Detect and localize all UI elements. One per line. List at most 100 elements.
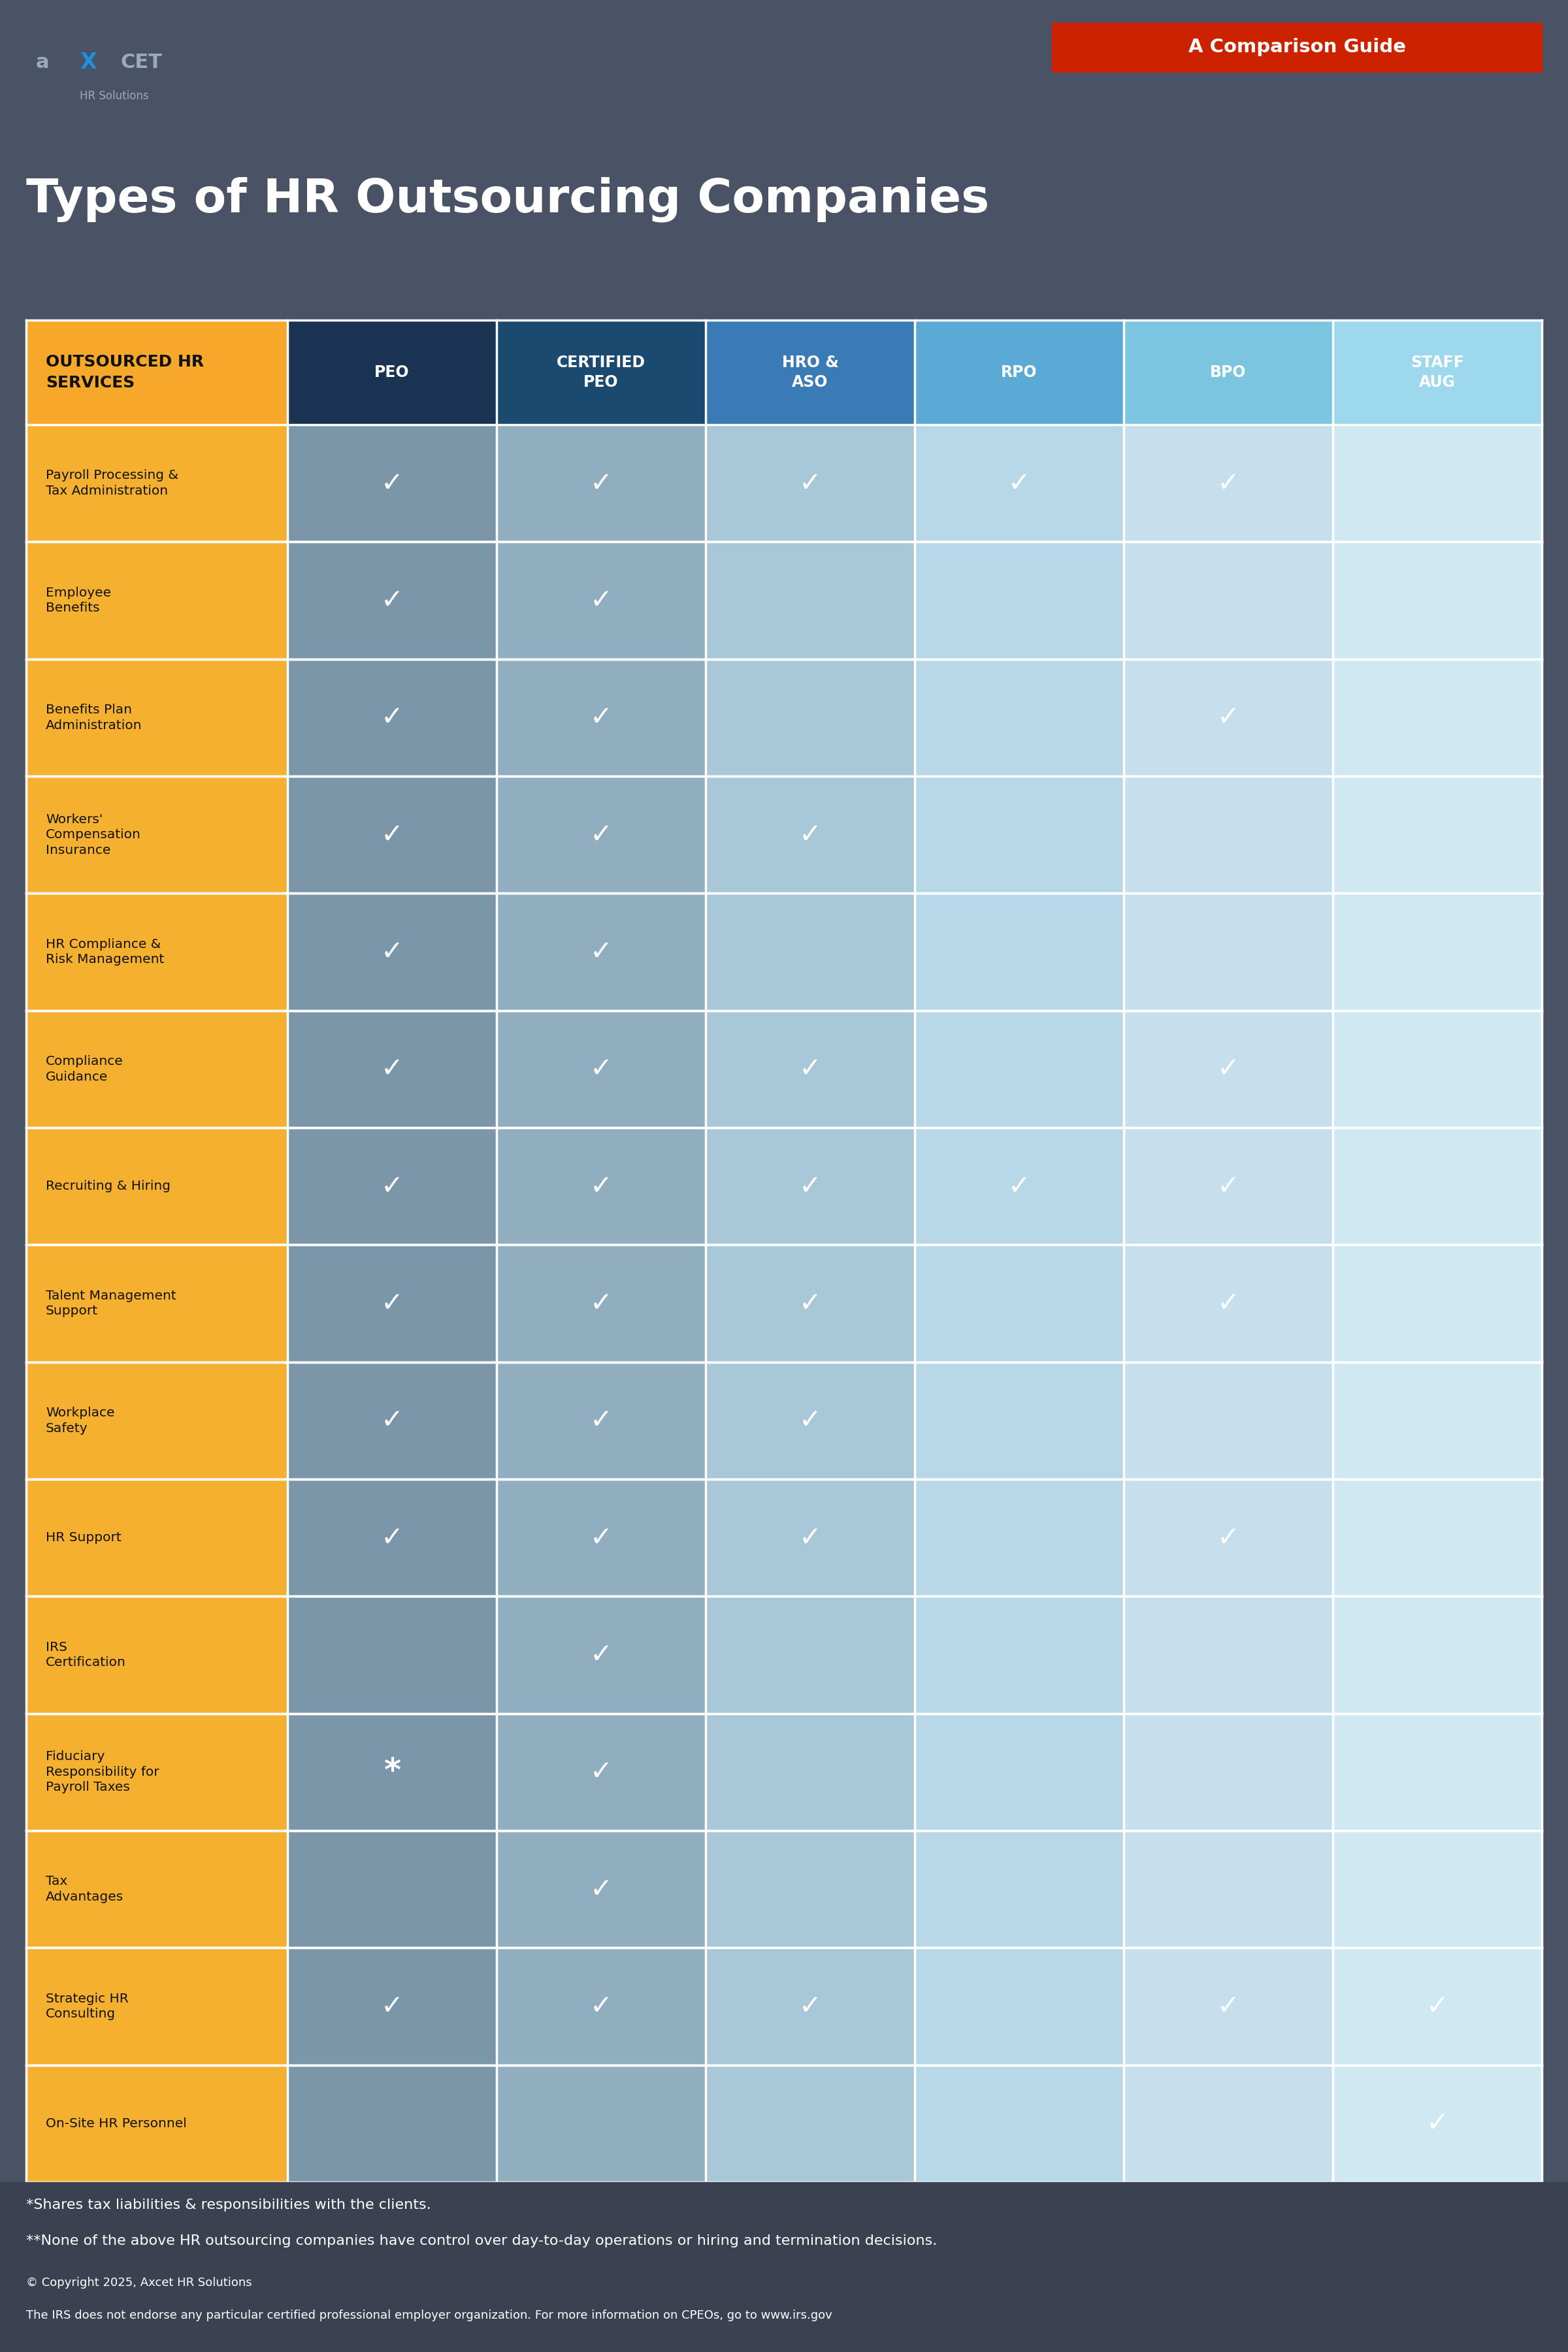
Bar <box>1333 1011 1541 1127</box>
Text: ✓: ✓ <box>590 938 613 967</box>
Text: Workers'
Compensation
Insurance: Workers' Compensation Insurance <box>45 814 141 856</box>
Text: STAFF
AUG: STAFF AUG <box>1411 355 1465 390</box>
Text: ✓: ✓ <box>590 1875 613 1903</box>
Text: ✓: ✓ <box>590 1524 613 1552</box>
Text: ✓: ✓ <box>1217 470 1240 496</box>
Bar <box>287 894 497 1011</box>
Text: ✓: ✓ <box>798 1289 822 1317</box>
Bar <box>1124 1479 1333 1597</box>
Bar <box>287 1362 497 1479</box>
Bar <box>497 894 706 1011</box>
Bar <box>1333 1597 1541 1715</box>
Text: ✓: ✓ <box>590 1174 613 1200</box>
Text: Talent Management
Support: Talent Management Support <box>45 1289 176 1317</box>
Text: Fiduciary
Responsibility for
Payroll Taxes: Fiduciary Responsibility for Payroll Tax… <box>45 1750 160 1795</box>
Text: HR Compliance &
Risk Management: HR Compliance & Risk Management <box>45 938 165 967</box>
Bar <box>914 2065 1124 2183</box>
Text: Types of HR Outsourcing Companies: Types of HR Outsourcing Companies <box>27 176 989 221</box>
Bar <box>1333 1947 1541 2065</box>
Bar <box>1333 1244 1541 1362</box>
Text: Benefits Plan
Administration: Benefits Plan Administration <box>45 703 143 731</box>
Bar <box>706 659 914 776</box>
Text: The IRS does not endorse any particular certified professional employer organiza: The IRS does not endorse any particular … <box>27 2310 833 2321</box>
Bar <box>706 2065 914 2183</box>
Bar <box>1333 426 1541 541</box>
Bar <box>706 894 914 1011</box>
Bar <box>497 1947 706 2065</box>
Bar <box>497 426 706 541</box>
Text: ✓: ✓ <box>1217 703 1240 731</box>
Bar <box>706 320 914 426</box>
Bar <box>914 659 1124 776</box>
Text: Compliance
Guidance: Compliance Guidance <box>45 1056 124 1082</box>
Text: *Shares tax liabilities & responsibilities with the clients.: *Shares tax liabilities & responsibiliti… <box>27 2199 431 2211</box>
Bar <box>27 1362 287 1479</box>
Bar <box>914 1479 1124 1597</box>
Bar <box>287 2065 497 2183</box>
Text: ✓: ✓ <box>798 1056 822 1082</box>
Bar <box>27 2065 287 2183</box>
Bar <box>1124 894 1333 1011</box>
Text: ✓: ✓ <box>1008 470 1030 496</box>
Text: HR Solutions: HR Solutions <box>80 89 149 101</box>
Bar <box>1333 1127 1541 1244</box>
Bar <box>914 1947 1124 2065</box>
Text: ✓: ✓ <box>1008 1174 1030 1200</box>
Bar <box>706 776 914 894</box>
Bar <box>706 1830 914 1947</box>
Bar <box>497 1830 706 1947</box>
Text: ✓: ✓ <box>590 586 613 614</box>
Bar <box>497 776 706 894</box>
Bar <box>287 1244 497 1362</box>
Bar <box>1124 776 1333 894</box>
Bar <box>1333 1479 1541 1597</box>
Text: ✓: ✓ <box>590 1056 613 1082</box>
Bar <box>27 426 287 541</box>
Text: ✓: ✓ <box>590 1289 613 1317</box>
Text: ✓: ✓ <box>1217 1289 1240 1317</box>
Bar <box>914 1244 1124 1362</box>
Text: Payroll Processing &
Tax Administration: Payroll Processing & Tax Administration <box>45 470 179 496</box>
Bar <box>706 1947 914 2065</box>
Bar <box>497 1011 706 1127</box>
Bar <box>287 541 497 659</box>
Bar <box>914 426 1124 541</box>
Text: PEO: PEO <box>375 365 409 381</box>
Bar <box>27 659 287 776</box>
Bar <box>706 1715 914 1830</box>
Bar <box>1333 541 1541 659</box>
Text: ✓: ✓ <box>381 1289 403 1317</box>
Bar <box>706 426 914 541</box>
Bar <box>1124 1597 1333 1715</box>
Text: ✓: ✓ <box>798 1406 822 1435</box>
Text: X: X <box>80 52 97 73</box>
Text: ✓: ✓ <box>590 470 613 496</box>
Bar <box>497 1479 706 1597</box>
Bar <box>1052 24 1541 73</box>
Text: ✓: ✓ <box>381 1174 403 1200</box>
Bar <box>497 2065 706 2183</box>
Bar <box>914 776 1124 894</box>
Bar <box>287 776 497 894</box>
Bar <box>1333 1715 1541 1830</box>
Text: BPO: BPO <box>1210 365 1247 381</box>
Bar <box>1124 1244 1333 1362</box>
Text: A Comparison Guide: A Comparison Guide <box>1189 38 1405 56</box>
Bar <box>1124 1127 1333 1244</box>
Bar <box>27 1244 287 1362</box>
Bar <box>27 320 287 426</box>
Bar <box>914 894 1124 1011</box>
Bar <box>1333 1362 1541 1479</box>
Text: ✓: ✓ <box>590 703 613 731</box>
Bar <box>497 1127 706 1244</box>
Text: RPO: RPO <box>1000 365 1038 381</box>
Text: © Copyright 2025, Axcet HR Solutions: © Copyright 2025, Axcet HR Solutions <box>27 2277 252 2288</box>
Text: ✓: ✓ <box>381 938 403 967</box>
Bar <box>27 1479 287 1597</box>
Bar <box>1124 1715 1333 1830</box>
Bar <box>1124 320 1333 426</box>
Text: CERTIFIED
PEO: CERTIFIED PEO <box>557 355 646 390</box>
Bar <box>914 1011 1124 1127</box>
Bar <box>1333 1830 1541 1947</box>
Bar <box>706 1362 914 1479</box>
